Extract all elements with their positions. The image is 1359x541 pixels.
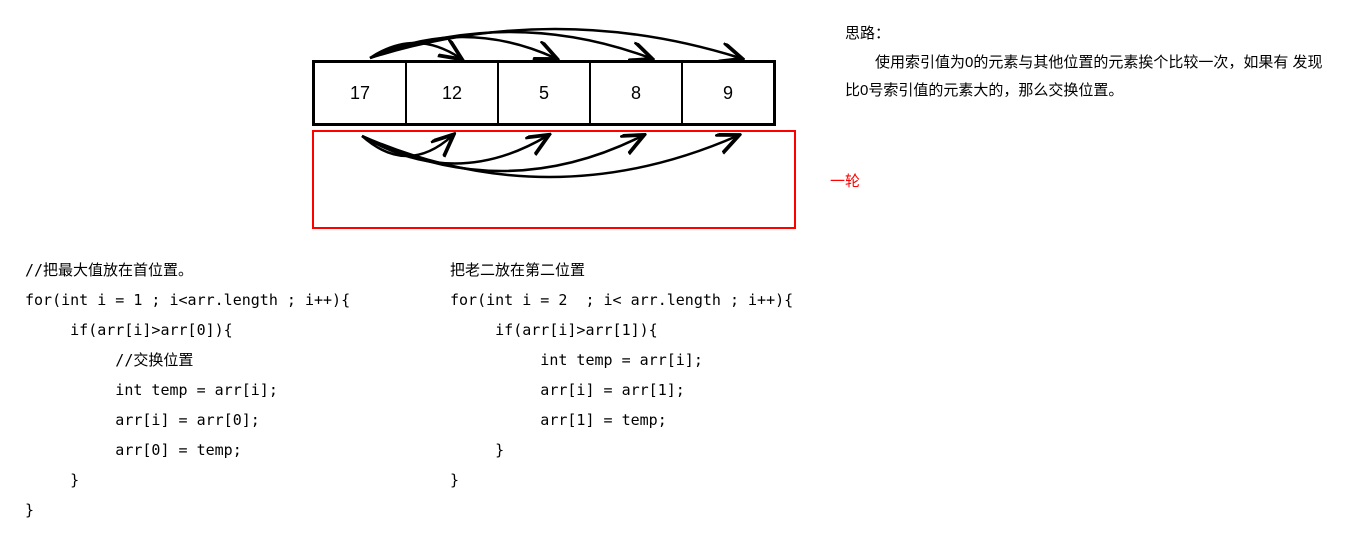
array-boxes: 17 12 5 8 9 <box>312 60 776 126</box>
array-cell-2: 5 <box>499 63 591 123</box>
round-label: 一轮 <box>830 170 860 191</box>
array-cell-3: 8 <box>591 63 683 123</box>
array-cell-1: 12 <box>407 63 499 123</box>
diagram-area: 17 12 5 8 9 <box>300 0 840 235</box>
code-block-left: //把最大值放在首位置。 for(int i = 1 ; i<arr.lengt… <box>25 255 350 525</box>
explanation-body-text: 使用索引值为0的元素与其他位置的元素挨个比较一次，如果有 发现比0号索引值的元素… <box>845 54 1323 100</box>
explanation-block: 思路： 使用索引值为0的元素与其他位置的元素挨个比较一次，如果有 发现比0号索引… <box>845 20 1325 106</box>
explanation-title: 思路： <box>845 20 1325 49</box>
arrows-top <box>300 0 840 60</box>
explanation-body: 使用索引值为0的元素与其他位置的元素挨个比较一次，如果有 发现比0号索引值的元素… <box>845 49 1325 106</box>
array-cell-4: 9 <box>683 63 773 123</box>
arrows-bottom <box>312 130 792 225</box>
array-cell-0: 17 <box>315 63 407 123</box>
code-block-right: 把老二放在第二位置 for(int i = 2 ; i< arr.length … <box>450 255 793 495</box>
